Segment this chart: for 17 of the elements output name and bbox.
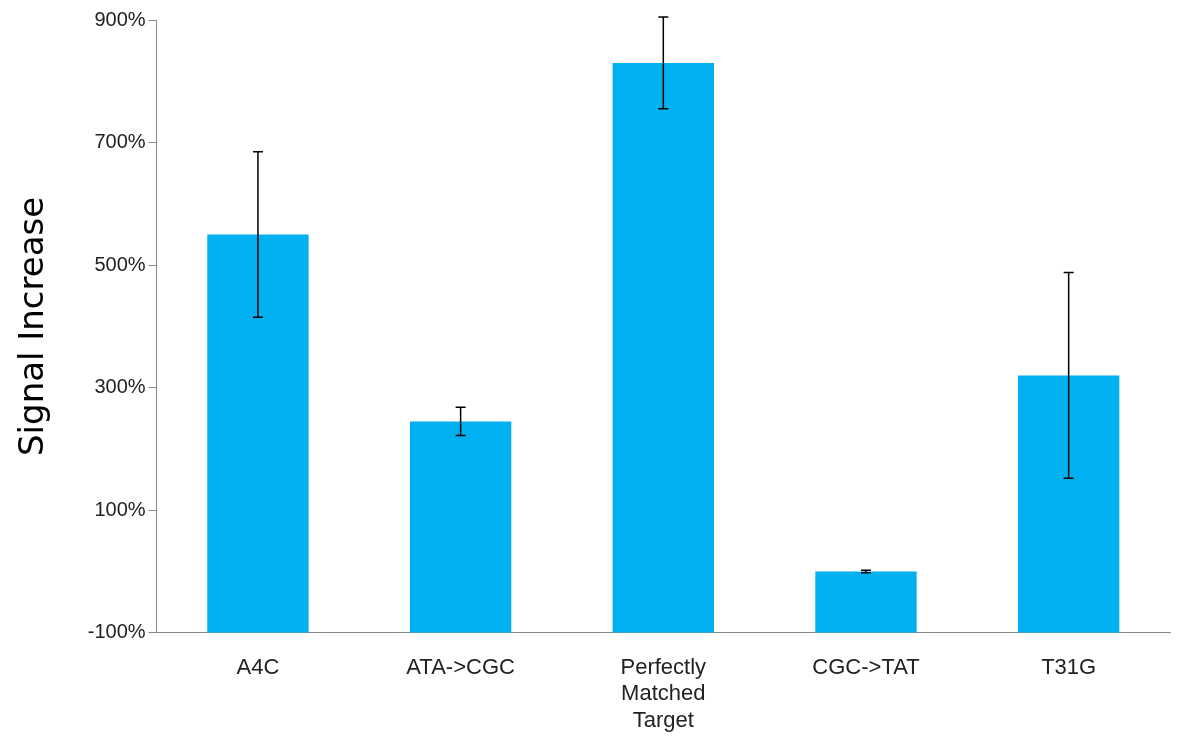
bar [1017,375,1120,633]
bar [815,571,917,633]
x-tick-label: ATA->CGC [406,654,516,680]
x-tick-label: A4C [236,654,280,680]
y-tick-label: 900% [94,7,146,30]
y-tick-label: 500% [94,252,146,275]
x-tick-label: CGC->TAT [812,654,920,680]
bar [409,421,512,633]
y-tick-label: 700% [94,130,146,153]
y-tick-label: 300% [94,375,146,398]
y-axis-title: Signal Increase [11,196,52,456]
x-tick-label: Perfectly Matched Target [620,654,707,732]
bar [207,234,309,633]
y-tick-label: -100% [87,620,146,643]
x-tick-label: T31G [1041,654,1097,680]
bar [612,62,714,633]
y-tick-label: 100% [94,497,146,520]
